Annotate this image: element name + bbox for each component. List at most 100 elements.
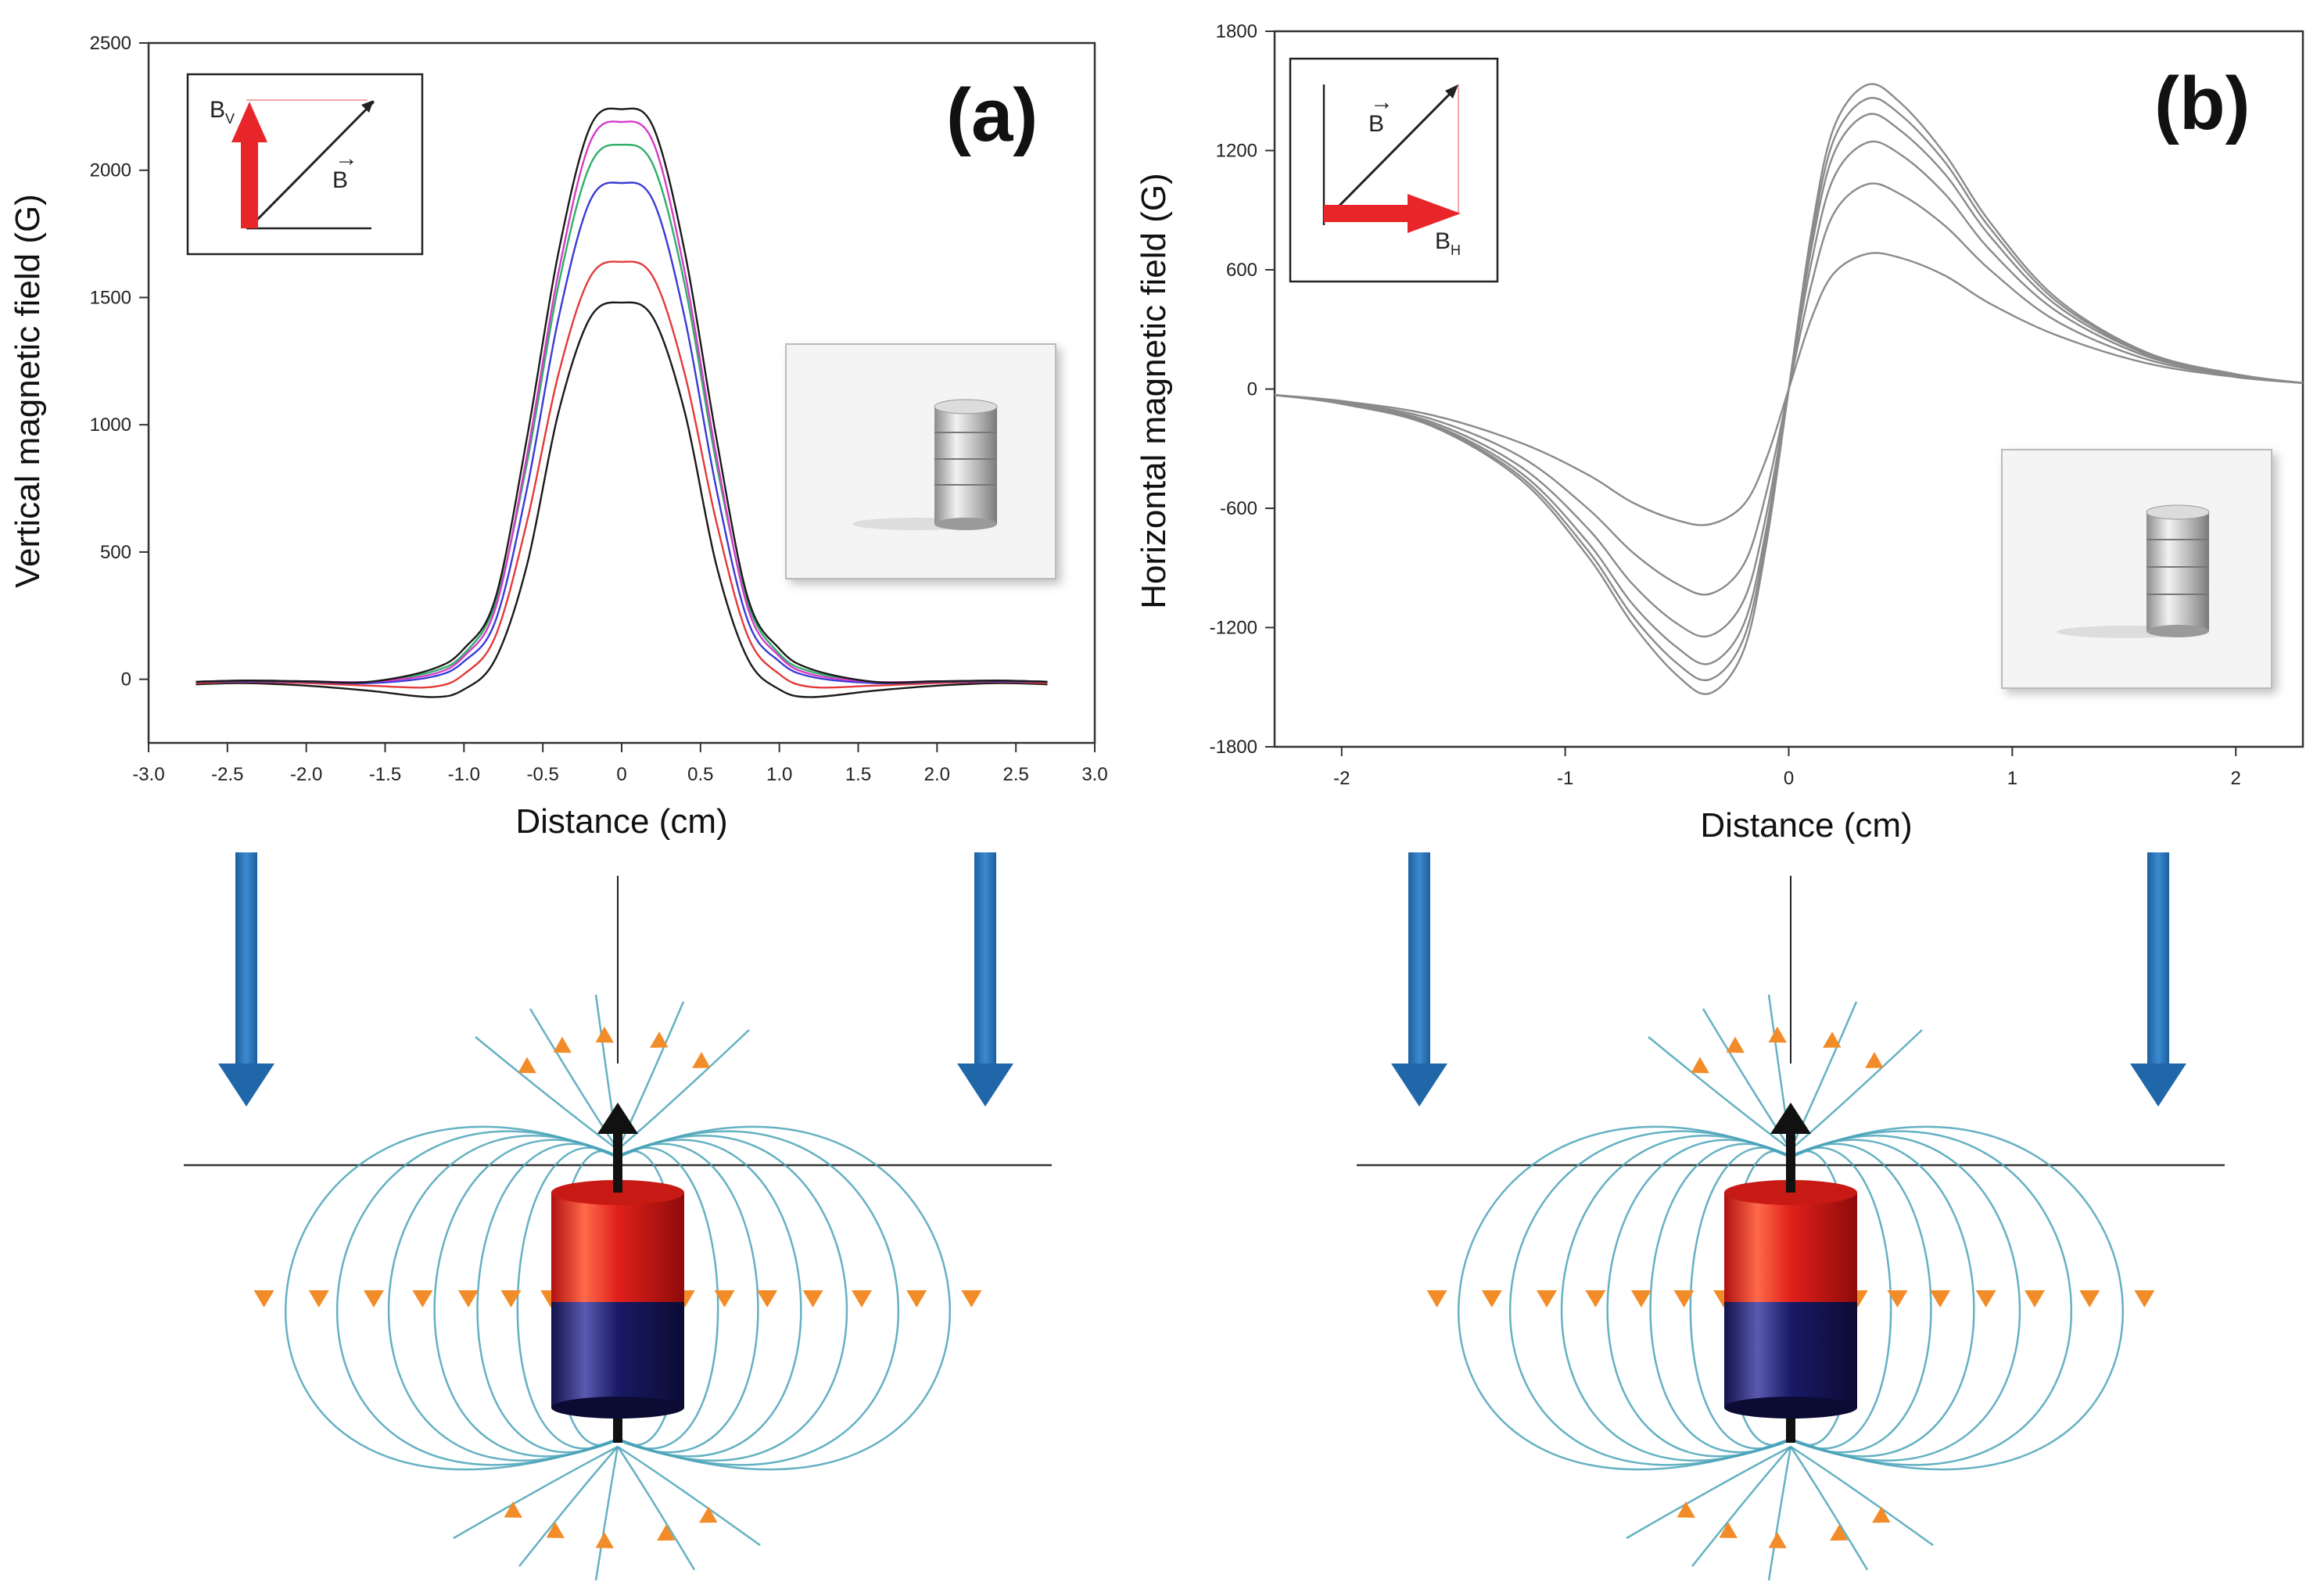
- series-line-blue: [195, 181, 1048, 684]
- field-direction-arrow: [1585, 1290, 1606, 1307]
- field-direction-arrow: [1673, 1290, 1695, 1307]
- magnetic-moment-arrow: [613, 1126, 622, 1193]
- x-tick-label: -0.5: [526, 764, 558, 785]
- inset-field-label-a: B: [332, 167, 348, 193]
- y-axis-title-a: Vertical magnetic field (G): [9, 194, 47, 588]
- panel-label-a: (a): [946, 74, 1038, 157]
- y-axis-title-b: Horizontal magnetic field (G): [1135, 173, 1173, 609]
- field-direction-arrow: [2134, 1290, 2155, 1307]
- field-direction-arrow: [906, 1290, 927, 1307]
- series-line-magenta: [195, 120, 1048, 683]
- x-tick-label: -2.0: [290, 764, 322, 785]
- field-direction-arrow: [308, 1290, 329, 1307]
- magnet-north-pole: [1724, 1193, 1857, 1302]
- inset-component-label-b: BH: [1435, 228, 1461, 258]
- inset-field-label-b: B: [1368, 111, 1384, 137]
- field-direction-arrow: [364, 1290, 384, 1307]
- vector-inset-b: B → BH: [1289, 57, 1499, 283]
- field-direction-arrow: [852, 1290, 872, 1307]
- series-line-red: [195, 260, 1048, 689]
- field-direction-arrow: [714, 1290, 735, 1307]
- x-tick-label: 1.0: [766, 764, 792, 785]
- magnet-south-pole: [1724, 1298, 1857, 1408]
- field-direction-arrow: [2025, 1290, 2045, 1307]
- bar-magnet: [551, 1103, 684, 1443]
- series-line-green: [195, 143, 1048, 683]
- horizontal-component-arrow: [1324, 205, 1410, 222]
- field-direction-arrow: [961, 1290, 982, 1307]
- field-direction-arrow: [757, 1290, 778, 1307]
- bar-magnet: [1724, 1103, 1857, 1443]
- series-group-b: [1274, 83, 2304, 695]
- svg-text:→: →: [335, 145, 358, 171]
- field-direction-arrow: [2079, 1290, 2100, 1307]
- x-tick-label: 1.5: [845, 764, 871, 785]
- panel-b: -2 -1 0 1 2 1800 1200 600 0 -600 -1200 -1800 (b) Di…: [1135, 21, 2304, 845]
- x-tick-label: 0: [616, 764, 626, 785]
- magnet-north-pole: [551, 1193, 684, 1302]
- x-tick-label: -2.5: [211, 764, 243, 785]
- y-tick-label: 1200: [1216, 141, 1257, 162]
- x-tick-label: 0.5: [687, 764, 713, 785]
- scan-direction-arrow: [957, 852, 1013, 1107]
- scan-direction-arrow: [2130, 852, 2186, 1107]
- field-direction-arrow: [1537, 1290, 1557, 1307]
- scan-direction-arrow: [1391, 852, 1447, 1107]
- field-lines: [253, 994, 982, 1581]
- field-direction-arrow: [1975, 1290, 1996, 1307]
- y-tick-label: 1800: [1216, 21, 1257, 42]
- field-direction-arrow: [1426, 1290, 1447, 1307]
- y-tick-label: 500: [100, 542, 131, 563]
- x-tick-label: 0: [1784, 768, 1794, 789]
- y-axis-a: -3.0 -2.5 -2.0 -1.5 -1.0 -0.5 0 0.5 1.0 1.5 2.0 2.5…: [90, 33, 1108, 785]
- x-tick-label: -2: [1333, 768, 1350, 789]
- magnet-field-diagram-a: [184, 852, 1052, 1581]
- y-tick-label: -1800: [1210, 737, 1257, 758]
- x-tick-label: 2.5: [1002, 764, 1028, 785]
- y-tick-label: -1200: [1210, 618, 1257, 639]
- scan-direction-arrow: [218, 852, 274, 1107]
- inset-component-label-a: BV: [210, 97, 235, 127]
- x-tick-label: -1.0: [448, 764, 480, 785]
- magnet-stack-photo-a: [852, 399, 998, 530]
- field-direction-arrow: [1630, 1290, 1652, 1307]
- x-tick-label: -3.0: [132, 764, 164, 785]
- y-tick-label: 2500: [90, 33, 131, 54]
- x-axis-title-a: Distance (cm): [515, 802, 727, 841]
- x-tick-label: -1: [1557, 768, 1573, 789]
- x-axis-title-b: Distance (cm): [1700, 806, 1912, 845]
- magnet-stack-photo-b: [2057, 504, 2210, 638]
- magnet-field-diagram-b: [1357, 852, 2225, 1581]
- x-tick-label: -1.5: [369, 764, 401, 785]
- y-tick-label: -600: [1220, 498, 1257, 519]
- field-direction-arrow: [1887, 1290, 1908, 1307]
- field-direction-arrow: [1930, 1290, 1951, 1307]
- y-tick-label: 1500: [90, 287, 131, 308]
- field-direction-arrow: [1481, 1290, 1502, 1307]
- series-group-a: [195, 107, 1048, 698]
- field-direction-arrow: [253, 1290, 274, 1307]
- y-tick-label: 2000: [90, 160, 131, 181]
- vector-inset-a: BV B →: [186, 73, 424, 256]
- x-tick-label: 1: [2007, 768, 2017, 789]
- x-tick-label: 2.0: [924, 764, 950, 785]
- y-tick-label: 0: [121, 669, 131, 690]
- magnetic-moment-arrow: [1786, 1126, 1795, 1193]
- x-tick-label: 3.0: [1081, 764, 1107, 785]
- magnet-photo-inset-b: [2001, 449, 2272, 689]
- magnet-south-pole: [551, 1298, 684, 1408]
- vertical-component-arrow: [241, 141, 258, 228]
- field-direction-arrow: [802, 1290, 823, 1307]
- svg-text:→: →: [1370, 89, 1393, 115]
- y-axis-b: -2 -1 0 1 2 1800 1200 600 0 -600 -1200 -1800: [1210, 21, 2241, 789]
- series-line-black: [195, 301, 1048, 698]
- x-tick-label: 2: [2231, 768, 2241, 789]
- panel-a: -3.0 -2.5 -2.0 -1.5 -1.0 -0.5 0 0.5 1.0 1.5 2.0 2.5…: [9, 33, 1108, 841]
- series-line-c6: [1274, 83, 2304, 695]
- series-line-black-top: [195, 107, 1048, 684]
- field-direction-arrow: [500, 1290, 522, 1307]
- y-tick-label: 1000: [90, 414, 131, 436]
- y-tick-label: 0: [1247, 379, 1257, 400]
- y-tick-label: 600: [1226, 260, 1257, 281]
